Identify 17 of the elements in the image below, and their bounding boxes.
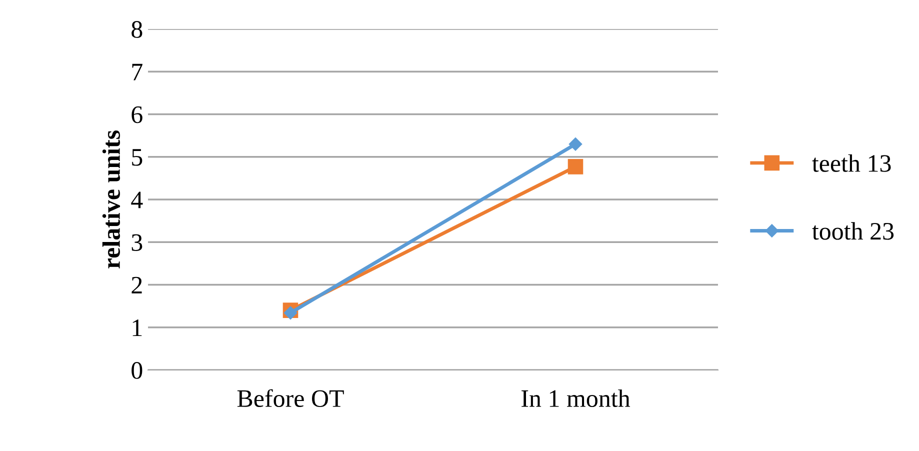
y-tick-label: 4: [131, 192, 143, 208]
legend-label: tooth 23: [812, 222, 894, 240]
legend-label: teeth 13: [812, 154, 891, 172]
y-tick-label: 0: [132, 362, 142, 379]
y-tick-label: 3: [132, 234, 142, 252]
y-tick-label: 5: [132, 149, 142, 166]
y-tick-label: 2: [132, 276, 142, 294]
y-tick-label: 6: [132, 106, 142, 124]
point: [284, 306, 298, 320]
point: [568, 159, 584, 174]
x-tick-label: In 1 month: [522, 389, 630, 408]
point: [568, 138, 582, 151]
y-axis-title: relative units: [102, 130, 120, 268]
y-tick-label: 8: [132, 21, 142, 38]
y-tick-label: 7: [132, 64, 142, 80]
y-tick-label: 1: [132, 320, 142, 336]
x-tick-label: Before OT: [237, 389, 344, 408]
